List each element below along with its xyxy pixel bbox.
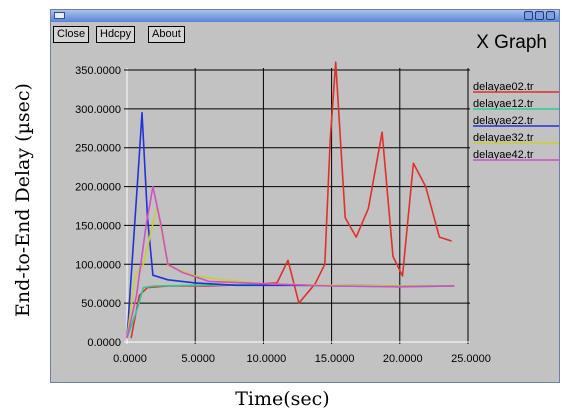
window-menu-icon[interactable] [54,12,65,19]
x-tick-label: 20.0000 [383,353,423,365]
close-window-icon[interactable] [546,11,555,20]
y-tick-label: 350.0000 [75,65,121,77]
close-button[interactable]: Close [53,26,90,43]
series-line [130,61,452,339]
y-tick-label: 50.0000 [81,298,121,310]
window-titlebar[interactable] [51,10,559,22]
legend-label: delayae12.tr [473,98,534,110]
hdcpy-button[interactable]: Hdcpy [96,26,136,43]
y-tick-label: 150.0000 [75,220,121,232]
legend-label: delayae42.tr [473,149,534,161]
x-tick-label: 5.0000 [181,353,215,365]
legend-label: delayae02.tr [473,81,534,93]
x-tick-label: 0.0000 [113,353,147,365]
y-axis-title: End-to-End Delay (µsec) [12,83,34,317]
y-tick-label: 300.0000 [75,104,121,116]
xgraph-window: Close Hdcpy About X Graph 0.0000 5.0000 10… [50,9,560,383]
y-axis-label-container: End-to-End Delay (µsec) [0,18,46,383]
graph-title: X Graph [476,32,547,53]
x-tick-label: 25.0000 [451,353,491,365]
maximize-icon[interactable] [535,11,544,20]
x-axis-title: Time(sec) [235,388,330,410]
minimize-icon[interactable] [524,11,533,20]
chart-area: 0.0000 5.0000 10.0000 15.0000 20.0000 25.0000… [75,61,559,365]
y-tick-label: 250.0000 [75,143,121,155]
legend-label: delayae32.tr [473,132,534,144]
y-tick-label: 0.0000 [87,337,121,349]
y-tick-label: 200.0000 [75,182,121,194]
about-button[interactable]: About [148,26,185,43]
series-line [126,283,455,339]
legend-label: delayae22.tr [473,115,534,127]
x-tick-label: 10.0000 [247,353,287,365]
x-tick-label: 15.0000 [315,353,355,365]
series-line [126,185,455,339]
y-tick-label: 100.0000 [75,259,121,271]
